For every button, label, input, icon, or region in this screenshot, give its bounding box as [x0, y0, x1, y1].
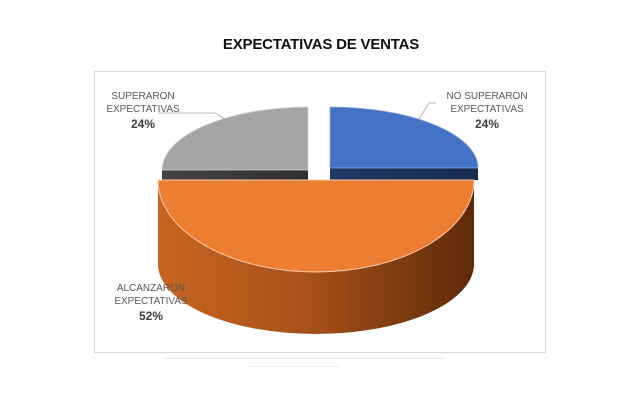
label-superaron-line1: SUPERARON [111, 91, 175, 102]
label-alcanzaron-pct: 52% [138, 309, 164, 323]
leader-line-superaron [158, 112, 231, 123]
label-no-superaron-line2: EXPECTATIVAS [450, 104, 524, 115]
slice-superaron[interactable] [161, 106, 309, 182]
leader-line-no-superaron [418, 102, 436, 120]
label-no-superaron-pct: 24% [474, 117, 500, 131]
label-alcanzaron-line2: EXPECTATIVAS [114, 296, 188, 307]
label-no-superaron-line1: NO SUPERARON [446, 91, 528, 102]
label-alcanzaron-line1: ALCANZARON [116, 283, 186, 294]
slice-no-superaron[interactable] [329, 106, 479, 180]
data-label-alcanzaron: ALCANZARON EXPECTATIVAS 52% [106, 282, 196, 324]
chart-title: EXPECTATIVAS DE VENTAS [222, 36, 420, 53]
data-label-no-superaron: NO SUPERARON EXPECTATIVAS 24% [437, 90, 537, 132]
label-superaron-pct: 24% [130, 117, 156, 131]
scan-artifact-line [250, 366, 340, 367]
scan-artifact-line [165, 358, 445, 359]
label-superaron-line2: EXPECTATIVAS [106, 104, 180, 115]
slice-alcanzaron[interactable] [157, 179, 475, 334]
data-label-superaron: SUPERARON EXPECTATIVAS 24% [98, 90, 188, 132]
